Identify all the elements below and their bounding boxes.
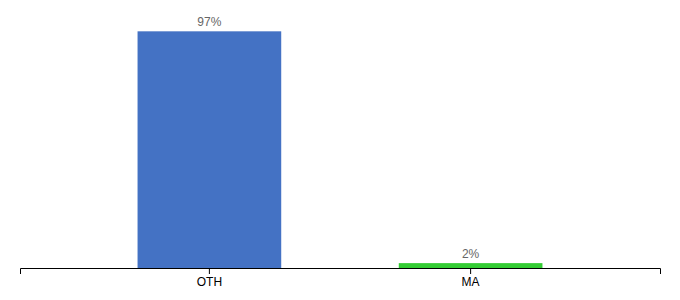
chart: 97% 2% OTH MA	[0, 0, 680, 300]
x-tick-mark	[209, 268, 210, 274]
x-axis-line	[21, 269, 661, 275]
x-tick: OTH	[197, 268, 222, 289]
x-tick-label: MA	[462, 275, 480, 289]
data-label: 2%	[462, 247, 480, 261]
x-tick-mark	[470, 268, 471, 274]
x-tick: MA	[462, 268, 480, 289]
data-label: 97%	[197, 15, 221, 29]
bar	[399, 263, 543, 268]
x-axis: OTH MA	[21, 268, 661, 289]
bar	[138, 31, 282, 268]
plot: 97% 2% OTH MA	[21, 15, 661, 288]
data-labels: 97% 2%	[197, 15, 479, 261]
x-tick-label: OTH	[197, 275, 222, 289]
bars	[138, 31, 543, 268]
